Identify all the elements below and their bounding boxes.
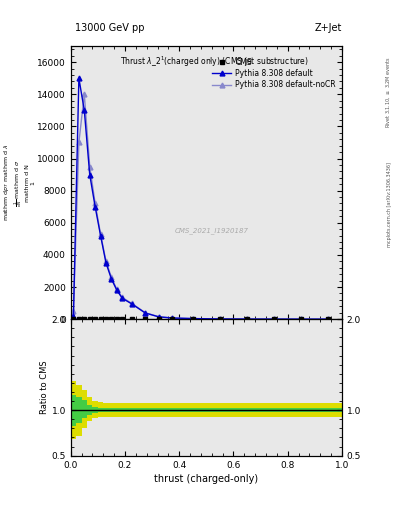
Text: Rivet 3.1.10, $\geq$ 3.2M events: Rivet 3.1.10, $\geq$ 3.2M events xyxy=(385,56,392,128)
Legend: CMS, Pythia 8.308 default, Pythia 8.308 default-noCR: CMS, Pythia 8.308 default, Pythia 8.308 … xyxy=(210,55,338,92)
Y-axis label: mathrm d$^2$N
mathrm d$p_T$ mathrm d $\lambda$
$\frac{1}{\mathrm{d}N}$ mathrm d : mathrm d$^2$N mathrm d$p_T$ mathrm d $\l… xyxy=(0,144,36,222)
Text: 13000 GeV pp: 13000 GeV pp xyxy=(75,23,144,33)
Y-axis label: Ratio to CMS: Ratio to CMS xyxy=(40,360,49,414)
Text: Thrust $\lambda$_2$^1$(charged only) (CMS jet substructure): Thrust $\lambda$_2$^1$(charged only) (CM… xyxy=(119,54,309,69)
X-axis label: thrust (charged-only): thrust (charged-only) xyxy=(154,474,258,484)
Text: CMS_2021_I1920187: CMS_2021_I1920187 xyxy=(175,227,249,233)
Text: mcplots.cern.ch [arXiv:1306.3436]: mcplots.cern.ch [arXiv:1306.3436] xyxy=(387,162,392,247)
Text: Z+Jet: Z+Jet xyxy=(314,23,342,33)
